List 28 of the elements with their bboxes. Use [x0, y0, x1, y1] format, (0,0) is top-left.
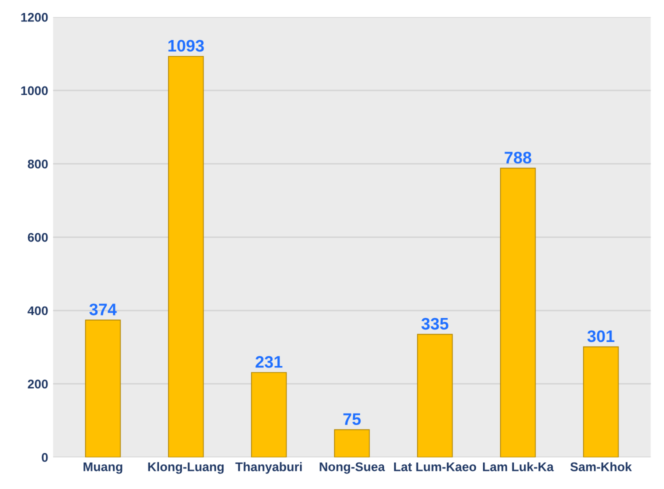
x-tick-label: Nong-Suea	[320, 462, 385, 474]
data-label: 374	[89, 304, 117, 316]
bar	[417, 334, 453, 458]
x-tick-label: Klong-Luang	[148, 462, 224, 474]
x-tick-label: Sam-Khok	[570, 462, 632, 472]
data-label: 335	[421, 318, 448, 330]
y-tick-label: 1000	[21, 86, 48, 96]
data-label: 1093	[168, 40, 204, 52]
y-tick-label: 600	[28, 232, 48, 242]
data-label: 788	[504, 152, 532, 164]
y-tick-label: 1200	[21, 12, 48, 22]
y-tick-label: 200	[28, 380, 48, 389]
x-tick-label: Thanyaburi	[235, 462, 302, 474]
data-label: 75	[343, 413, 361, 426]
y-tick-label: 400	[28, 306, 48, 316]
x-tick-label: Lat Lum-Kaeo	[394, 462, 476, 472]
bar	[251, 372, 287, 458]
bar	[334, 429, 370, 458]
bar	[168, 56, 204, 458]
bar	[583, 346, 619, 458]
y-tick-label: 800	[28, 160, 48, 168]
x-tick-label: Muang	[84, 462, 122, 474]
data-label: 231	[256, 356, 282, 368]
bar	[500, 168, 536, 458]
x-tick-label: Lam Luk-Ka	[482, 462, 554, 472]
data-label: 301	[587, 330, 614, 342]
bar	[85, 320, 121, 458]
y-tick-label: 0	[42, 453, 48, 462]
